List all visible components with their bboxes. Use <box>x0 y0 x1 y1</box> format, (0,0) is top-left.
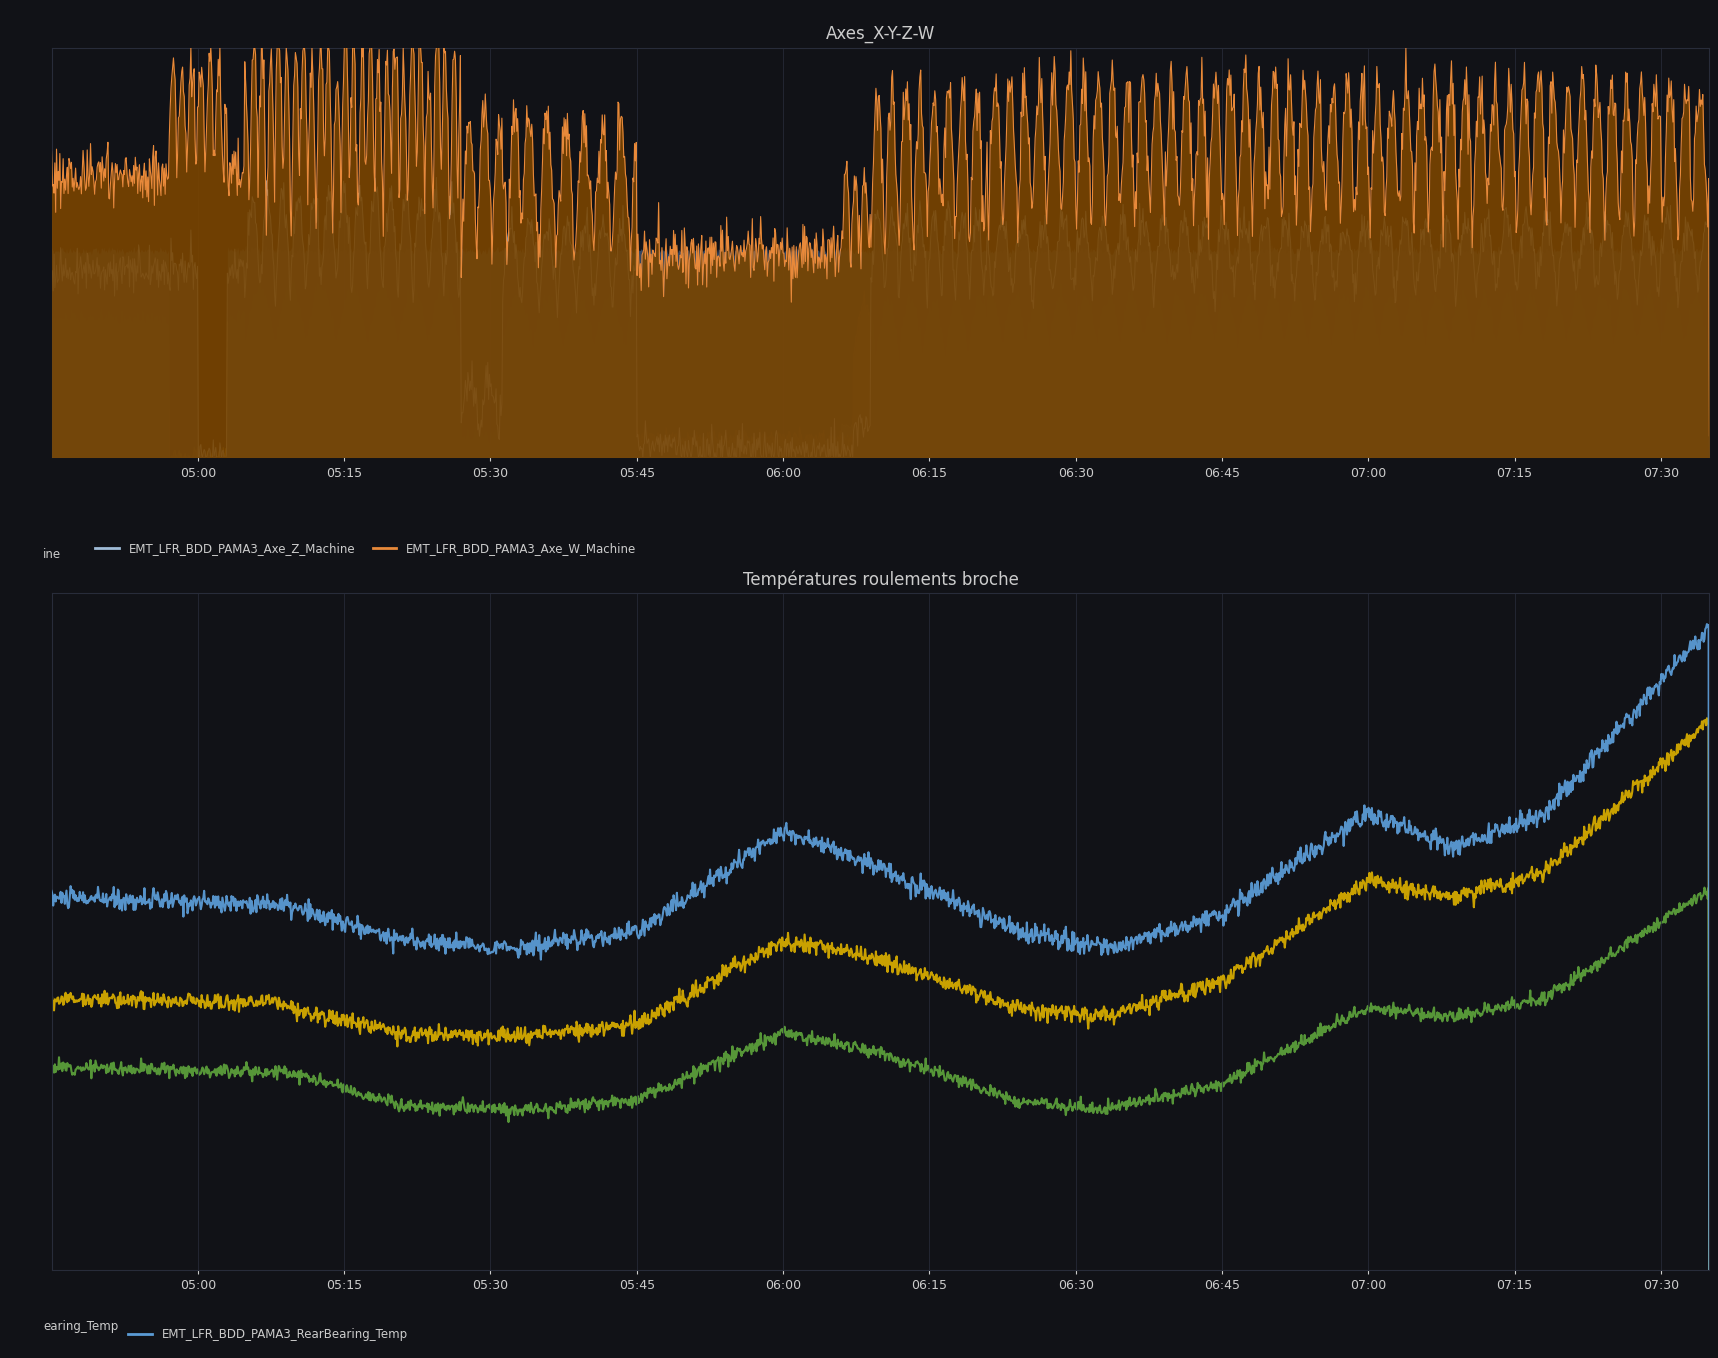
Title: Températures roulements broche: Températures roulements broche <box>742 570 1019 589</box>
Title: Axes_X-Y-Z-W: Axes_X-Y-Z-W <box>826 26 935 43</box>
Text: earing_Temp: earing_Temp <box>43 1320 119 1334</box>
Legend: EMT_LFR_BDD_PAMA3_Axe_Z_Machine, EMT_LFR_BDD_PAMA3_Axe_W_Machine: EMT_LFR_BDD_PAMA3_Axe_Z_Machine, EMT_LFR… <box>91 538 641 559</box>
Text: ine: ine <box>43 547 62 561</box>
Legend: EMT_LFR_BDD_PAMA3_RearBearing_Temp: EMT_LFR_BDD_PAMA3_RearBearing_Temp <box>124 1323 412 1346</box>
